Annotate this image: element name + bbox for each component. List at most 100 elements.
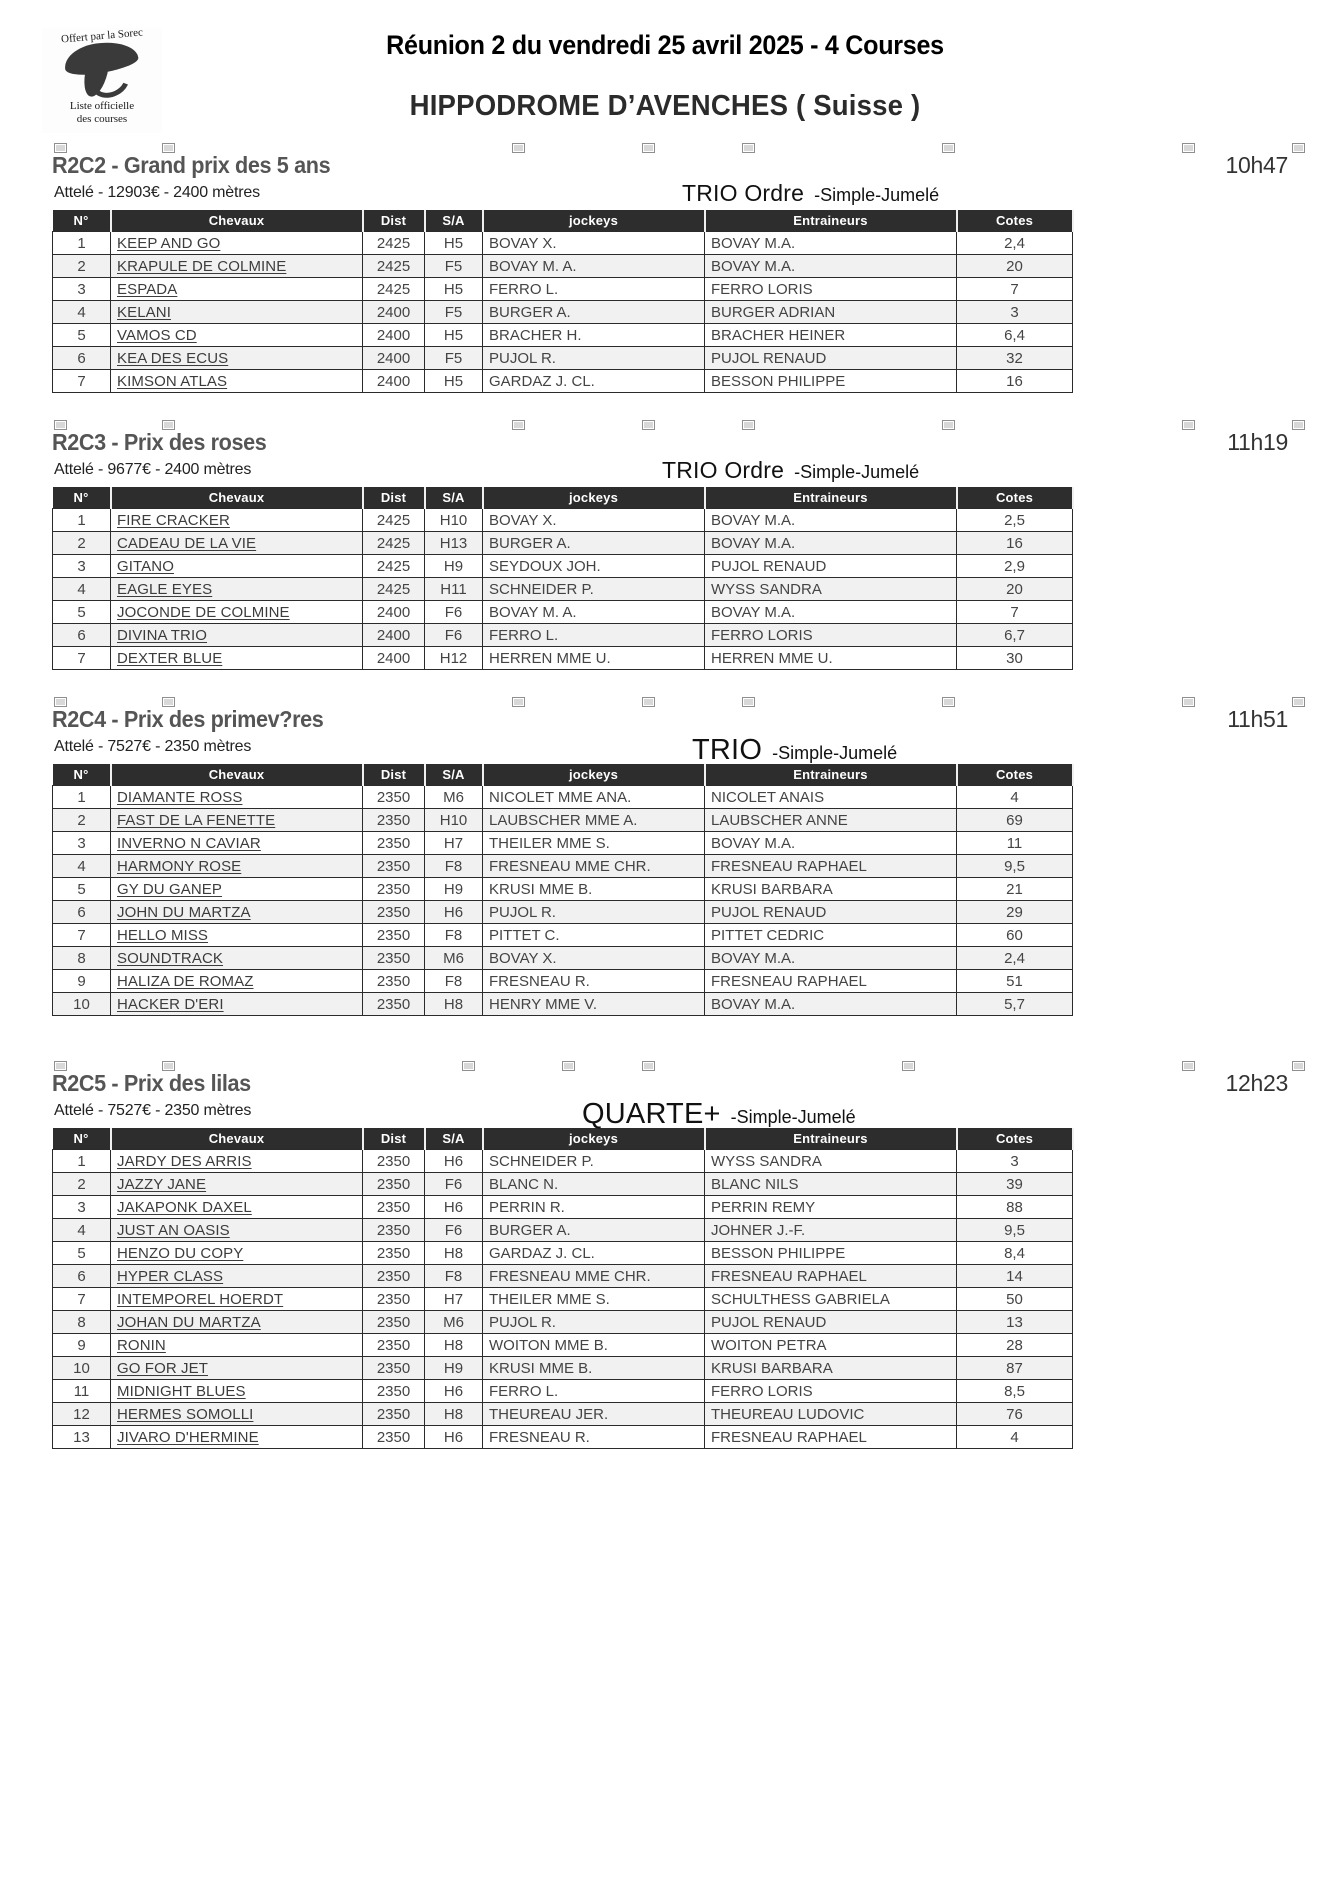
table-row[interactable]: 4 KELANI 2400 F5 BURGER A. BURGER ADRIAN 3 xyxy=(52,300,1073,324)
horse-name-link[interactable]: JOHN DU MARTZA xyxy=(117,903,251,921)
horse-name-link[interactable]: JAZZY JANE xyxy=(117,1175,207,1193)
horse-name-link[interactable]: GY DU GANEP xyxy=(117,880,223,898)
horse-name-link[interactable]: FAST DE LA FENETTE xyxy=(117,811,276,829)
horse-name-link[interactable]: KELANI xyxy=(117,303,171,321)
table-row[interactable]: 1 JARDY DES ARRIS 2350 H6 SCHNEIDER P. WYSS S… xyxy=(52,1149,1073,1173)
horse-name-link[interactable]: KEA DES ECUS xyxy=(117,349,229,367)
horse-name-link[interactable]: DEXTER BLUE xyxy=(117,649,223,667)
table-row[interactable]: 2 JAZZY JANE 2350 F6 BLANC N. BLANC NILS 39 xyxy=(52,1172,1073,1196)
horse-name-link[interactable]: SOUNDTRACK xyxy=(117,949,224,967)
table-row[interactable]: 2 CADEAU DE LA VIE 2425 H13 BURGER A. BOVAY M… xyxy=(52,531,1073,555)
horse-name-link[interactable]: GITANO xyxy=(117,557,174,575)
cell-horse: KIMSON ATLAS xyxy=(110,369,363,393)
horse-name-link[interactable]: EAGLE EYES xyxy=(117,580,213,598)
selection-handle-icon xyxy=(1292,697,1305,707)
cell-odds: 11 xyxy=(956,831,1073,855)
horse-name-link[interactable]: DIAMANTE ROSS xyxy=(117,788,243,806)
table-row[interactable]: 4 JUST AN OASIS 2350 F6 BURGER A. JOHNER J.-F… xyxy=(52,1218,1073,1242)
table-row[interactable]: 7 DEXTER BLUE 2400 H12 HERREN MME U. HERREN M… xyxy=(52,646,1073,670)
horse-name-link[interactable]: HENZO DU COPY xyxy=(117,1244,244,1262)
horse-name-link[interactable]: DIVINA TRIO xyxy=(117,626,208,644)
cell-trainer: FRESNEAU RAPHAEL xyxy=(704,854,957,878)
table-row[interactable]: 5 VAMOS CD 2400 H5 BRACHER H. BRACHER HEINER 6… xyxy=(52,323,1073,347)
table-row[interactable]: 3 INVERNO N CAVIAR 2350 H7 THEILER MME S. BOV… xyxy=(52,831,1073,855)
selection-handle-icon xyxy=(642,697,655,707)
table-row[interactable]: 10 HACKER D'ERI 2350 H8 HENRY MME V. BOVAY M.… xyxy=(52,992,1073,1016)
horse-name-link[interactable]: ESPADA xyxy=(117,280,178,298)
column-header-number: N° xyxy=(52,210,112,232)
table-row[interactable]: 9 RONIN 2350 H8 WOITON MME B. WOITON PETRA 28 xyxy=(52,1333,1073,1357)
table-row[interactable]: 5 HENZO DU COPY 2350 H8 GARDAZ J. CL. BESSON … xyxy=(52,1241,1073,1265)
cell-distance: 2350 xyxy=(362,854,425,878)
horse-name-link[interactable]: HARMONY ROSE xyxy=(117,857,242,875)
table-row[interactable]: 12 HERMES SOMOLLI 2350 H8 THEUREAU JER. THEUR… xyxy=(52,1402,1073,1426)
table-row[interactable]: 6 JOHN DU MARTZA 2350 H6 PUJOL R. PUJOL RENAU… xyxy=(52,900,1073,924)
table-row[interactable]: 9 HALIZA DE ROMAZ 2350 F8 FRESNEAU R. FRESNEA… xyxy=(52,969,1073,993)
cell-horse: HELLO MISS xyxy=(110,923,363,947)
table-row[interactable]: 5 GY DU GANEP 2350 H9 KRUSI MME B. KRUSI BARB… xyxy=(52,877,1073,901)
race-conditions: Attelé - 12903€ - 2400 mètres xyxy=(54,184,260,201)
horse-name-link[interactable]: HERMES SOMOLLI xyxy=(117,1405,254,1423)
cell-sex-age: H9 xyxy=(424,554,483,578)
cell-jockey: BOVAY X. xyxy=(482,946,705,970)
cell-odds: 51 xyxy=(956,969,1073,993)
table-row[interactable]: 6 HYPER CLASS 2350 F8 FRESNEAU MME CHR. FRESN… xyxy=(52,1264,1073,1288)
table-row[interactable]: 1 DIAMANTE ROSS 2350 M6 NICOLET MME ANA. NICO… xyxy=(52,785,1073,809)
table-row[interactable]: 1 KEEP AND GO 2425 H5 BOVAY X. BOVAY M.A. 2,4 xyxy=(52,231,1073,255)
table-row[interactable]: 2 KRAPULE DE COLMINE 2425 F5 BOVAY M. A. BOVA… xyxy=(52,254,1073,278)
horse-name-link[interactable]: KIMSON ATLAS xyxy=(117,372,228,390)
horse-name-link[interactable]: JOHAN DU MARTZA xyxy=(117,1313,261,1331)
table-row[interactable]: 6 KEA DES ECUS 2400 F5 PUJOL R. PUJOL RENAUD 3… xyxy=(52,346,1073,370)
horse-name-link[interactable]: GO FOR JET xyxy=(117,1359,208,1377)
horse-name-link[interactable]: JUST AN OASIS xyxy=(117,1221,230,1239)
horse-name-link[interactable]: KRAPULE DE COLMINE xyxy=(117,257,287,275)
table-row[interactable]: 4 HARMONY ROSE 2350 F8 FRESNEAU MME CHR. FRES… xyxy=(52,854,1073,878)
cell-trainer: PUJOL RENAUD xyxy=(704,900,957,924)
table-row[interactable]: 2 FAST DE LA FENETTE 2350 H10 LAUBSCHER MME … xyxy=(52,808,1073,832)
table-row[interactable]: 8 SOUNDTRACK 2350 M6 BOVAY X. BOVAY M.A. 2,4 xyxy=(52,946,1073,970)
horse-name-link[interactable]: KEEP AND GO xyxy=(117,234,221,252)
horse-name-link[interactable]: HYPER CLASS xyxy=(117,1267,224,1285)
table-row[interactable]: 7 HELLO MISS 2350 F8 PITTET C. PITTET CEDRIC 6… xyxy=(52,923,1073,947)
cell-trainer: THEUREAU LUDOVIC xyxy=(704,1402,957,1426)
cell-number: 5 xyxy=(52,600,111,624)
cell-distance: 2350 xyxy=(362,808,425,832)
horse-name-link[interactable]: INTEMPOREL HOERDT xyxy=(117,1290,284,1308)
column-header-jockeys: jockeys xyxy=(482,764,706,786)
table-row[interactable]: 4 EAGLE EYES 2425 H11 SCHNEIDER P. WYSS SANDR… xyxy=(52,577,1073,601)
horse-name-link[interactable]: FIRE CRACKER xyxy=(117,511,230,529)
horse-name-link[interactable]: MIDNIGHT BLUES xyxy=(117,1382,246,1400)
selection-handle-icon xyxy=(162,1061,175,1071)
table-row[interactable]: 10 GO FOR JET 2350 H9 KRUSI MME B. KRUSI BARB… xyxy=(52,1356,1073,1380)
horse-name-link[interactable]: JAKAPONK DAXEL xyxy=(117,1198,252,1216)
race-title: R2C5 - Prix des lilas xyxy=(52,1070,251,1096)
horse-name-link[interactable]: JOCONDE DE COLMINE xyxy=(117,603,290,621)
table-row[interactable]: 5 JOCONDE DE COLMINE 2400 F6 BOVAY M. A. BOVA… xyxy=(52,600,1073,624)
cell-odds: 28 xyxy=(956,1333,1073,1357)
table-row[interactable]: 7 INTEMPOREL HOERDT 2350 H7 THEILER MME S. SC… xyxy=(52,1287,1073,1311)
horse-name-link[interactable]: HALIZA DE ROMAZ xyxy=(117,972,254,990)
horse-name-link[interactable]: RONIN xyxy=(117,1336,166,1354)
cell-odds: 3 xyxy=(956,1149,1073,1173)
horse-name-link[interactable]: CADEAU DE LA VIE xyxy=(117,534,257,552)
table-row[interactable]: 6 DIVINA TRIO 2400 F6 FERRO L. FERRO LORIS 6,7 xyxy=(52,623,1073,647)
table-row[interactable]: 7 KIMSON ATLAS 2400 H5 GARDAZ J. CL. BESSON P… xyxy=(52,369,1073,393)
column-header-odds: Cotes xyxy=(956,210,1074,232)
table-row[interactable]: 3 GITANO 2425 H9 SEYDOUX JOH. PUJOL RENAUD 2,9 xyxy=(52,554,1073,578)
horse-name-link[interactable]: VAMOS CD xyxy=(117,326,197,344)
horse-name-link[interactable]: JIVARO D'HERMINE xyxy=(117,1428,259,1446)
horse-name-link[interactable]: HACKER D'ERI xyxy=(117,995,224,1013)
horse-name-link[interactable]: HELLO MISS xyxy=(117,926,209,944)
table-row[interactable]: 11 MIDNIGHT BLUES 2350 H6 FERRO L. FERRO LORI… xyxy=(52,1379,1073,1403)
table-row[interactable]: 8 JOHAN DU MARTZA 2350 M6 PUJOL R. PUJOL RENA… xyxy=(52,1310,1073,1334)
table-row[interactable]: 3 JAKAPONK DAXEL 2350 H6 PERRIN R. PERRIN REM… xyxy=(52,1195,1073,1219)
horse-name-link[interactable]: JARDY DES ARRIS xyxy=(117,1152,252,1170)
horse-name-link[interactable]: INVERNO N CAVIAR xyxy=(117,834,261,852)
table-header-row: N° Chevaux Dist S/A jockeys Entraineurs Cotes xyxy=(52,487,1074,509)
cell-odds: 6,4 xyxy=(956,323,1073,347)
table-row[interactable]: 13 JIVARO D'HERMINE 2350 H6 FRESNEAU R. FRESN… xyxy=(52,1425,1073,1449)
selection-handle-icon xyxy=(462,1061,475,1071)
table-row[interactable]: 3 ESPADA 2425 H5 FERRO L. FERRO LORIS 7 xyxy=(52,277,1073,301)
table-row[interactable]: 1 FIRE CRACKER 2425 H10 BOVAY X. BOVAY M.A. 2,… xyxy=(52,508,1073,532)
cell-odds: 39 xyxy=(956,1172,1073,1196)
